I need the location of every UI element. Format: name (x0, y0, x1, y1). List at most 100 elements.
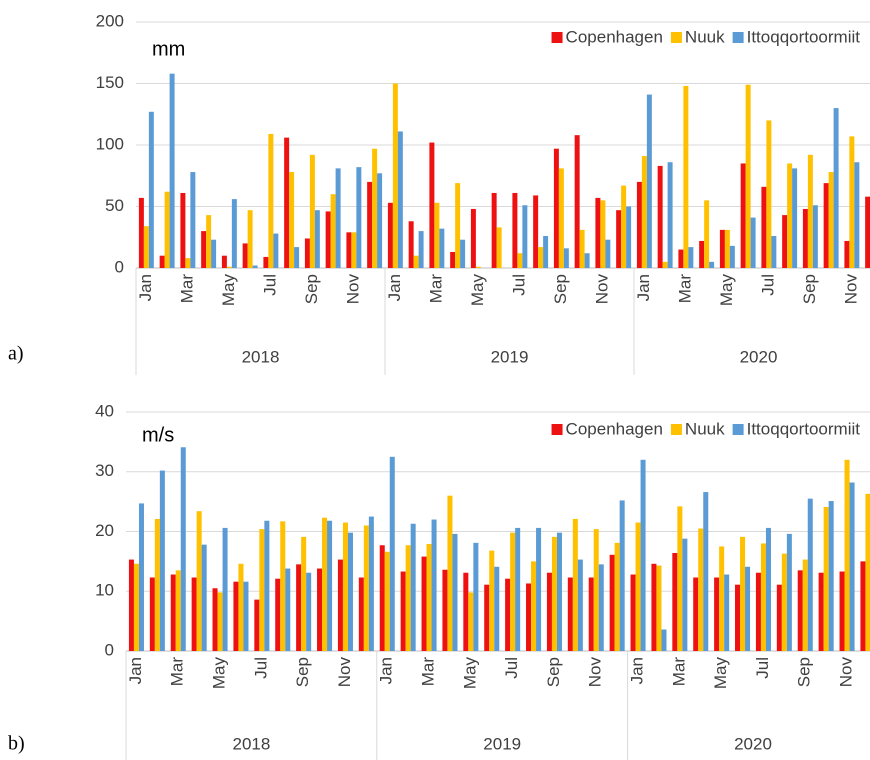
x-tick-label: Jan (126, 657, 145, 684)
y-tick-label: 50 (105, 196, 124, 215)
bar (556, 532, 562, 651)
bar (844, 459, 850, 651)
x-tick-label: May (460, 657, 479, 690)
group-label: 2020 (734, 734, 772, 753)
x-tick-label: Jan (634, 274, 653, 301)
bar (222, 527, 228, 651)
bar (397, 131, 403, 268)
bar (169, 73, 175, 268)
x-tick-label: Nov (343, 274, 362, 305)
bar (400, 571, 406, 651)
bar (468, 592, 474, 651)
bar (844, 240, 850, 268)
y-tick-label: 100 (96, 134, 124, 153)
bar (595, 197, 601, 268)
y-axis-unit: mm (152, 38, 185, 60)
bar (640, 459, 646, 651)
legend-swatch (732, 32, 744, 43)
legend-swatch (551, 32, 563, 43)
bar (802, 559, 808, 651)
group-label: 2018 (242, 347, 280, 366)
y-tick-label: 30 (95, 461, 114, 480)
bar (551, 536, 557, 651)
legend-swatch (670, 424, 682, 435)
bar (159, 255, 165, 268)
bar (242, 243, 248, 268)
group-label: 2020 (740, 347, 778, 366)
bar (460, 239, 466, 268)
bar (818, 572, 824, 651)
y-tick-label: 150 (96, 73, 124, 92)
bar (431, 519, 437, 651)
panel-label: a) (8, 343, 24, 365)
bar (505, 578, 511, 651)
bar (651, 563, 657, 651)
bar (750, 217, 756, 268)
bar (614, 542, 620, 651)
bar (231, 199, 237, 268)
bar (755, 572, 761, 651)
bar (865, 493, 870, 651)
bar (677, 506, 683, 651)
bar (828, 501, 834, 651)
bar (254, 599, 260, 651)
bar (429, 142, 435, 268)
bar (577, 559, 583, 651)
x-tick-label: Mar (419, 657, 438, 687)
bar (330, 194, 336, 268)
group-label: 2019 (483, 734, 521, 753)
bar (786, 533, 792, 651)
bar (304, 238, 310, 268)
bar (609, 554, 615, 651)
x-tick-label: May (210, 657, 229, 690)
bar (133, 563, 139, 651)
bar (206, 215, 212, 268)
bar (641, 156, 647, 268)
bar (280, 521, 286, 651)
bar (703, 492, 709, 651)
bar (745, 566, 751, 651)
bar (619, 500, 625, 651)
bar (170, 574, 176, 651)
bar (782, 215, 788, 268)
bar (636, 181, 642, 268)
bar (745, 84, 751, 268)
bar (442, 569, 448, 651)
bar (347, 532, 353, 651)
bar (661, 629, 667, 651)
bar (450, 252, 456, 268)
bar (418, 231, 424, 268)
bar (434, 202, 440, 268)
x-tick-label: Jul (251, 657, 270, 679)
bar (760, 543, 766, 651)
bar (337, 559, 343, 651)
bar (761, 186, 767, 268)
bar (379, 545, 385, 651)
x-tick-label: Mar (177, 274, 196, 304)
y-tick-label: 200 (96, 11, 124, 30)
legend-label: Nuuk (685, 27, 725, 46)
bar (494, 566, 500, 651)
bar (138, 503, 144, 651)
legend-swatch (732, 424, 744, 435)
bar (719, 546, 725, 651)
x-tick-label: Jan (136, 274, 155, 301)
bar (447, 495, 453, 651)
bar (185, 258, 191, 268)
x-tick-label: Sep (795, 657, 814, 687)
bar (522, 205, 528, 268)
bar (740, 536, 746, 651)
bar (368, 516, 374, 651)
bar (327, 520, 333, 651)
bar (688, 247, 694, 268)
bar (558, 168, 564, 268)
bar (211, 239, 217, 268)
bar (657, 165, 663, 268)
bar (143, 226, 149, 268)
bar (259, 529, 265, 651)
bar (128, 559, 134, 651)
bar (553, 148, 559, 268)
bar (238, 563, 244, 651)
x-tick-label: Jan (628, 657, 647, 684)
